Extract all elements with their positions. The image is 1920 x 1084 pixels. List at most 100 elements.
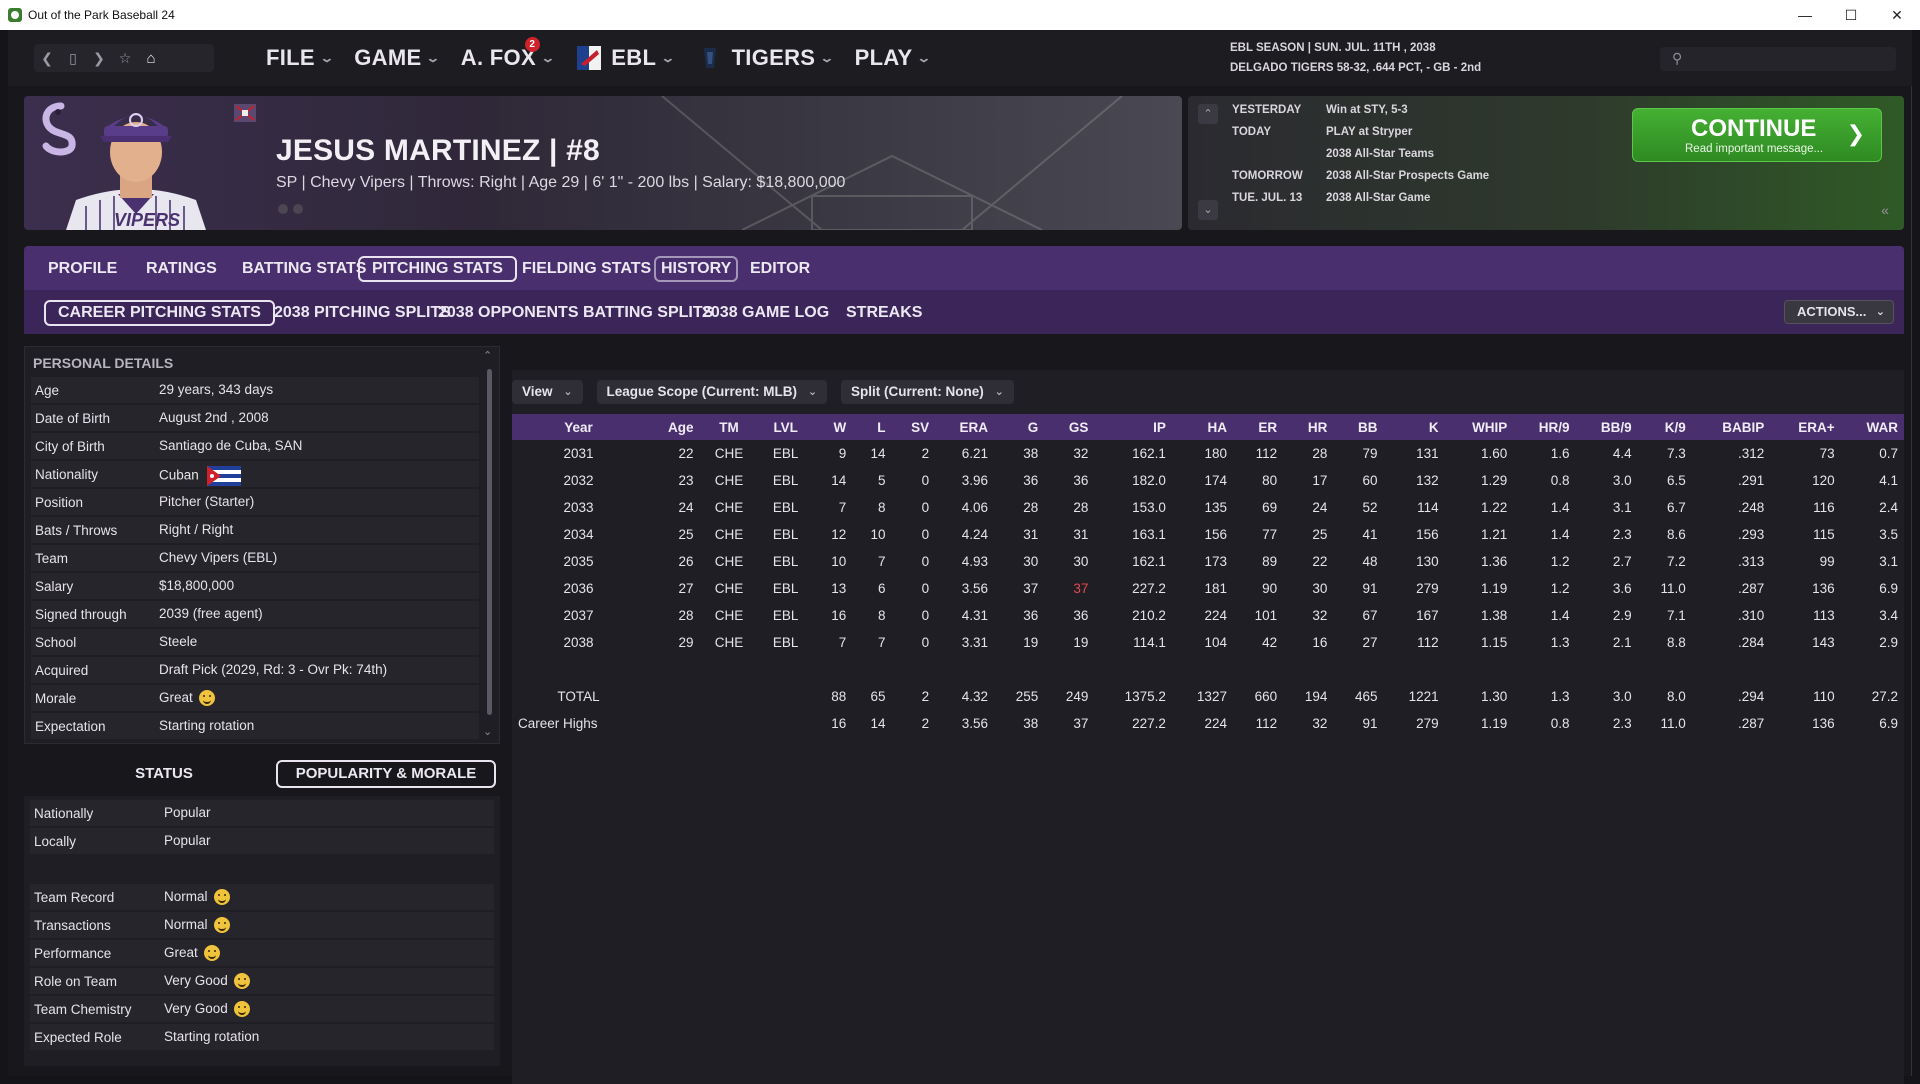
notification-badge: 2 bbox=[524, 37, 540, 52]
subtab-streaks[interactable]: STREAKS bbox=[846, 304, 923, 321]
table-cell: 162.1 bbox=[1132, 554, 1166, 569]
table-cell: 8 bbox=[878, 500, 886, 515]
actions-button[interactable]: ACTIONS... ⌄ bbox=[1784, 300, 1894, 324]
tab-fielding-stats[interactable]: FIELDING STATS bbox=[522, 260, 652, 277]
total-row: TOTAL 88 65 2 4.32 255 249 1375.2 1327 660 194 465 1… bbox=[512, 683, 1904, 710]
table-cell: CHE bbox=[714, 473, 744, 488]
column-header[interactable]: HR/9 bbox=[1513, 414, 1576, 440]
menu-file[interactable]: FILE ⌄ bbox=[266, 45, 335, 70]
table-cell: 4.4 bbox=[1612, 446, 1632, 461]
column-header[interactable]: HA bbox=[1171, 414, 1233, 440]
table-cell: 130 bbox=[1416, 554, 1439, 569]
table-cell: 116 bbox=[1813, 500, 1835, 515]
column-header[interactable]: Age bbox=[645, 414, 700, 440]
table-cell: 1.4 bbox=[1550, 500, 1570, 515]
back-icon[interactable]: ❮ bbox=[41, 49, 53, 66]
table-cell: 135 bbox=[1204, 500, 1227, 515]
table-cell: 1.3 bbox=[1550, 635, 1570, 650]
menu-team[interactable]: TIGERS ⌄ bbox=[696, 44, 835, 72]
column-header[interactable]: WAR bbox=[1840, 414, 1904, 440]
tab-ratings[interactable]: RATINGS bbox=[146, 260, 217, 277]
table-cell: 136 bbox=[1812, 716, 1835, 731]
tab-pitching-stats[interactable]: PITCHING STATS bbox=[358, 256, 517, 282]
subtab-career-pitching-stats[interactable]: CAREER PITCHING STATS bbox=[44, 300, 275, 326]
tab-status[interactable]: STATUS bbox=[135, 765, 193, 782]
table-cell: 19 bbox=[1073, 635, 1089, 650]
column-header[interactable]: WHIP bbox=[1444, 414, 1514, 440]
chevron-down-icon[interactable]: ⌄ bbox=[1198, 200, 1218, 220]
home-icon[interactable]: ⌂ bbox=[146, 49, 156, 67]
column-header[interactable]: K/9 bbox=[1637, 414, 1692, 440]
column-header[interactable]: ER bbox=[1232, 414, 1284, 440]
table-cell: .291 bbox=[1738, 473, 1765, 488]
column-header[interactable]: W bbox=[812, 414, 853, 440]
pager-dot[interactable] bbox=[293, 204, 303, 214]
column-header[interactable]: HR bbox=[1283, 414, 1334, 440]
column-header[interactable]: BABIP bbox=[1691, 414, 1771, 440]
table-cell: 27 bbox=[1362, 635, 1378, 650]
column-header[interactable]: SV bbox=[891, 414, 936, 440]
tab-editor[interactable]: EDITOR bbox=[750, 260, 811, 277]
column-header[interactable]: G bbox=[994, 414, 1045, 440]
table-cell: 2036 bbox=[563, 581, 594, 596]
pager-dot[interactable] bbox=[278, 204, 288, 214]
forward-icon[interactable]: ❯ bbox=[93, 49, 105, 66]
detail-row: Nationality Cuban bbox=[31, 461, 479, 487]
close-button[interactable]: ✕ bbox=[1891, 6, 1903, 23]
search-input[interactable] bbox=[1692, 49, 1888, 69]
menu-game[interactable]: GAME ⌄ bbox=[354, 45, 442, 70]
subtab-opponents-batting-splits[interactable]: 2038 OPPONENTS BATTING SPLITS bbox=[438, 304, 714, 321]
scrollbar-thumb[interactable] bbox=[487, 369, 492, 715]
league-scope-dropdown[interactable]: League Scope (Current: MLB) ⌄ bbox=[596, 380, 828, 404]
spacer-cell bbox=[512, 656, 1904, 683]
column-header[interactable]: K bbox=[1383, 414, 1445, 440]
table-cell: 25 bbox=[1312, 527, 1328, 542]
menu-league[interactable]: EBL ⌄ bbox=[575, 44, 676, 72]
column-header[interactable]: TM bbox=[699, 414, 759, 440]
column-header[interactable]: ERA bbox=[935, 414, 995, 440]
column-header[interactable]: L bbox=[852, 414, 892, 440]
column-header[interactable]: BB/9 bbox=[1575, 414, 1638, 440]
view-dropdown[interactable]: View ⌄ bbox=[512, 380, 583, 404]
continue-button[interactable]: CONTINUE Read important message... ❯ bbox=[1632, 108, 1882, 162]
scroll-down-icon[interactable]: ⌄ bbox=[483, 726, 493, 738]
table-cell: 112 bbox=[1255, 716, 1278, 731]
column-header[interactable]: IP bbox=[1094, 414, 1172, 440]
bookmark-icon[interactable]: ▯ bbox=[69, 49, 77, 66]
maximize-button[interactable]: ☐ bbox=[1844, 6, 1858, 23]
table-cell: 0 bbox=[921, 527, 930, 542]
table-row: 2037 28 CHE EBL 16 8 0 4.31 36 36 210.2 224 101 32 67 1… bbox=[512, 602, 1904, 629]
minimize-button[interactable]: — bbox=[1798, 7, 1812, 23]
subtab-game-log[interactable]: 2038 GAME LOG bbox=[702, 304, 830, 321]
menu-manager[interactable]: A. FOX 2 ⌄ bbox=[460, 37, 556, 70]
table-cell: 3.6 bbox=[1612, 581, 1632, 596]
column-header[interactable]: BB bbox=[1333, 414, 1384, 440]
column-header[interactable]: GS bbox=[1044, 414, 1095, 440]
table-cell: 113 bbox=[1813, 608, 1835, 623]
table-cell: 4.31 bbox=[961, 608, 989, 623]
column-header[interactable]: LVL bbox=[758, 414, 813, 440]
table-cell: 8 bbox=[878, 608, 886, 623]
column-header[interactable]: ERA+ bbox=[1770, 414, 1841, 440]
table-cell: 279 bbox=[1416, 581, 1439, 596]
menu-play[interactable]: PLAY ⌄ bbox=[854, 45, 933, 70]
column-header[interactable]: Year bbox=[512, 414, 646, 440]
tab-popularity-morale[interactable]: POPULARITY & MORALE bbox=[276, 760, 496, 788]
table-cell: 1.4 bbox=[1550, 527, 1570, 542]
tab-profile[interactable]: PROFILE bbox=[48, 260, 118, 277]
star-icon[interactable]: ☆ bbox=[118, 49, 132, 66]
split-dropdown[interactable]: Split (Current: None) ⌄ bbox=[841, 380, 1014, 404]
detail-row: Morale Great bbox=[31, 685, 479, 711]
scroll-up-icon[interactable]: ⌃ bbox=[483, 350, 493, 362]
tab-batting-stats[interactable]: BATTING STATS bbox=[242, 260, 367, 277]
player-tabs: PROFILE RATINGS BATTING STATS PITCHING S… bbox=[24, 246, 1904, 290]
table-row: 2032 23 CHE EBL 14 5 0 3.96 36 36 182.0 174 80 17 60 13… bbox=[512, 467, 1904, 494]
table-cell: 42 bbox=[1262, 635, 1278, 650]
table-cell: 30 bbox=[1023, 554, 1039, 569]
tab-history[interactable]: HISTORY bbox=[654, 256, 739, 282]
table-cell: 91 bbox=[1362, 581, 1378, 596]
chevron-up-icon[interactable]: ⌃ bbox=[1198, 104, 1218, 124]
table-cell: 19 bbox=[1023, 635, 1039, 650]
subtab-pitching-splits[interactable]: 2038 PITCHING SPLITS bbox=[274, 304, 451, 321]
collapse-icon[interactable]: « bbox=[1881, 202, 1889, 218]
